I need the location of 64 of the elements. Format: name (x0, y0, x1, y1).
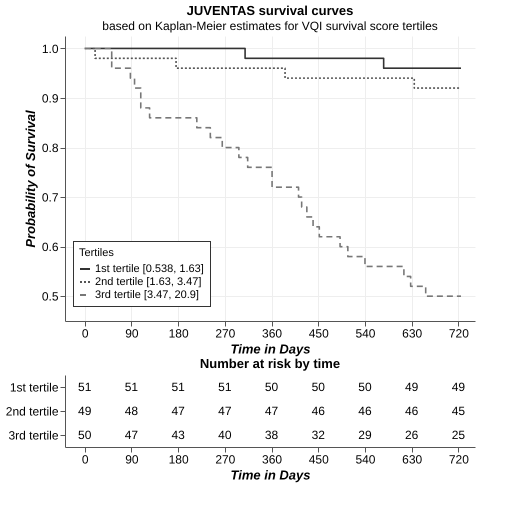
data-label: 38 (264, 428, 279, 442)
x-tick-label: 180 (168, 452, 189, 466)
data-label: 43 (171, 428, 186, 442)
data-label: 32 (312, 428, 326, 442)
x-tick-label: 270 (215, 326, 236, 340)
data-label: 26 (405, 428, 419, 442)
data-label: 45 (452, 404, 466, 418)
x-tick-label: 630 (402, 326, 423, 340)
chart-subtitle: based on Kaplan-Meier estimates for VQI survival score tertiles (102, 19, 438, 33)
data-label: 47 (171, 404, 186, 418)
data-label: 49 (405, 380, 419, 394)
x-tick-label: 90 (125, 452, 139, 466)
y-tick-label: 0.5 (42, 290, 59, 304)
y-tick-label: 0.8 (42, 141, 59, 156)
data-label: 46 (312, 404, 326, 418)
chart-title: Number at risk by time (200, 356, 340, 371)
x-tick-label: 90 (125, 326, 139, 340)
x-tick-label: 180 (168, 326, 189, 340)
data-label: 50 (264, 380, 279, 394)
x-tick-label: 720 (448, 326, 470, 340)
x-tick-label: 540 (355, 326, 376, 340)
x-tick-label: 630 (402, 452, 423, 466)
y-axis-title: Probability of Survival (22, 110, 38, 248)
data-label: 50 (312, 380, 326, 394)
x-tick-label: 540 (355, 452, 376, 466)
chart-title: JUVENTAS survival curves (186, 3, 354, 18)
y-tick-label: 1.0 (42, 42, 59, 56)
x-tick-label: 270 (215, 452, 236, 466)
y-tick-label: 0.9 (42, 91, 59, 106)
y-tick-label: 0.7 (42, 190, 59, 205)
y-tick-label: 3rd tertile (8, 428, 59, 442)
x-axis-title: Time in Days (230, 468, 310, 482)
x-tick-label: 0 (82, 452, 89, 466)
data-label: 47 (218, 404, 232, 418)
data-label: 50 (358, 380, 372, 394)
data-label: 50 (78, 428, 92, 442)
data-label: 51 (124, 380, 138, 394)
data-label: 51 (171, 380, 186, 394)
y-tick-label: 1st tertile (10, 380, 59, 394)
x-tick-label: 450 (308, 452, 330, 466)
x-tick-label: 0 (82, 326, 89, 340)
data-label: 49 (452, 380, 466, 394)
data-label: 40 (218, 428, 232, 442)
x-tick-label: 360 (262, 326, 282, 340)
data-label: 29 (358, 428, 372, 442)
legend-label: 2nd tertile [1.63, 3.47] (95, 276, 202, 288)
data-label: 49 (78, 404, 92, 418)
x-tick-label: 360 (262, 452, 282, 466)
data-label: 48 (124, 404, 138, 418)
data-label: 51 (78, 380, 92, 394)
data-label: 46 (358, 404, 372, 418)
y-tick-label: 2nd tertile (6, 404, 59, 418)
data-label: 46 (405, 404, 419, 418)
data-label: 47 (124, 428, 138, 442)
y-tick-label: 0.6 (42, 240, 59, 254)
x-tick-label: 720 (448, 452, 470, 466)
data-label: 25 (452, 428, 466, 442)
legend-title: Tertiles (79, 247, 114, 259)
data-label: 51 (218, 380, 232, 394)
legend-label: 1st tertile [0.538, 1.63] (95, 263, 204, 275)
x-axis-title: Time in Days (230, 342, 310, 356)
legend-label: 3rd tertile [3.47, 20.9] (95, 289, 199, 301)
x-tick-label: 450 (308, 326, 330, 340)
data-label: 47 (264, 404, 279, 418)
